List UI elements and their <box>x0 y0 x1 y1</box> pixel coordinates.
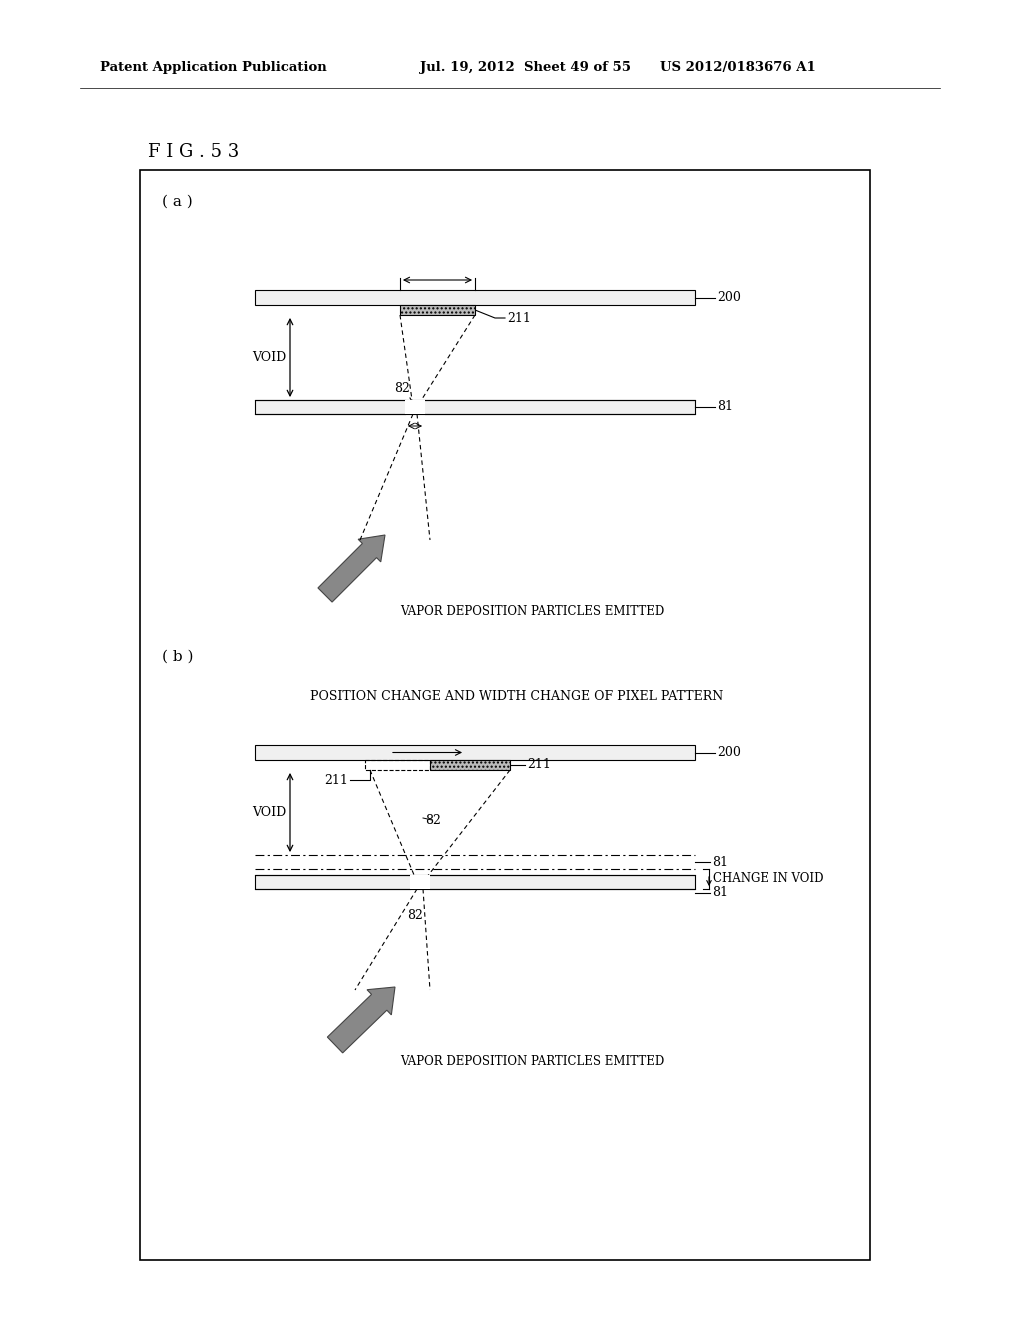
Text: VAPOR DEPOSITION PARTICLES EMITTED: VAPOR DEPOSITION PARTICLES EMITTED <box>400 605 665 618</box>
Text: 82: 82 <box>408 909 423 921</box>
Text: 200: 200 <box>717 746 741 759</box>
Bar <box>255 875 695 888</box>
Text: 82: 82 <box>425 813 441 826</box>
Text: Patent Application Publication: Patent Application Publication <box>100 62 327 74</box>
Text: VOID: VOID <box>252 351 286 364</box>
Text: 211: 211 <box>325 774 348 787</box>
Text: 82: 82 <box>394 381 410 395</box>
Text: ( a ): ( a ) <box>162 195 193 209</box>
Text: F I G . 5 3: F I G . 5 3 <box>148 143 240 161</box>
Bar <box>410 875 430 888</box>
FancyArrow shape <box>317 535 385 602</box>
Text: VOID: VOID <box>252 807 286 818</box>
Bar <box>255 290 695 305</box>
Text: ( b ): ( b ) <box>162 649 194 664</box>
Text: 81: 81 <box>712 855 728 869</box>
Bar <box>255 744 695 760</box>
Bar <box>406 400 425 414</box>
Text: VAPOR DEPOSITION PARTICLES EMITTED: VAPOR DEPOSITION PARTICLES EMITTED <box>400 1055 665 1068</box>
Text: POSITION CHANGE AND WIDTH CHANGE OF PIXEL PATTERN: POSITION CHANGE AND WIDTH CHANGE OF PIXE… <box>310 690 723 704</box>
Bar <box>400 305 475 315</box>
Text: 211: 211 <box>507 312 530 325</box>
Bar <box>430 760 510 770</box>
Bar <box>365 760 430 770</box>
Text: 200: 200 <box>717 290 741 304</box>
Text: 81: 81 <box>712 887 728 899</box>
Text: 211: 211 <box>527 759 551 771</box>
Text: Jul. 19, 2012  Sheet 49 of 55: Jul. 19, 2012 Sheet 49 of 55 <box>420 62 631 74</box>
Bar <box>255 400 695 414</box>
FancyArrow shape <box>328 987 395 1053</box>
Text: 81: 81 <box>717 400 733 413</box>
Bar <box>140 170 870 1261</box>
Text: CHANGE IN VOID: CHANGE IN VOID <box>713 873 823 886</box>
Text: US 2012/0183676 A1: US 2012/0183676 A1 <box>660 62 816 74</box>
